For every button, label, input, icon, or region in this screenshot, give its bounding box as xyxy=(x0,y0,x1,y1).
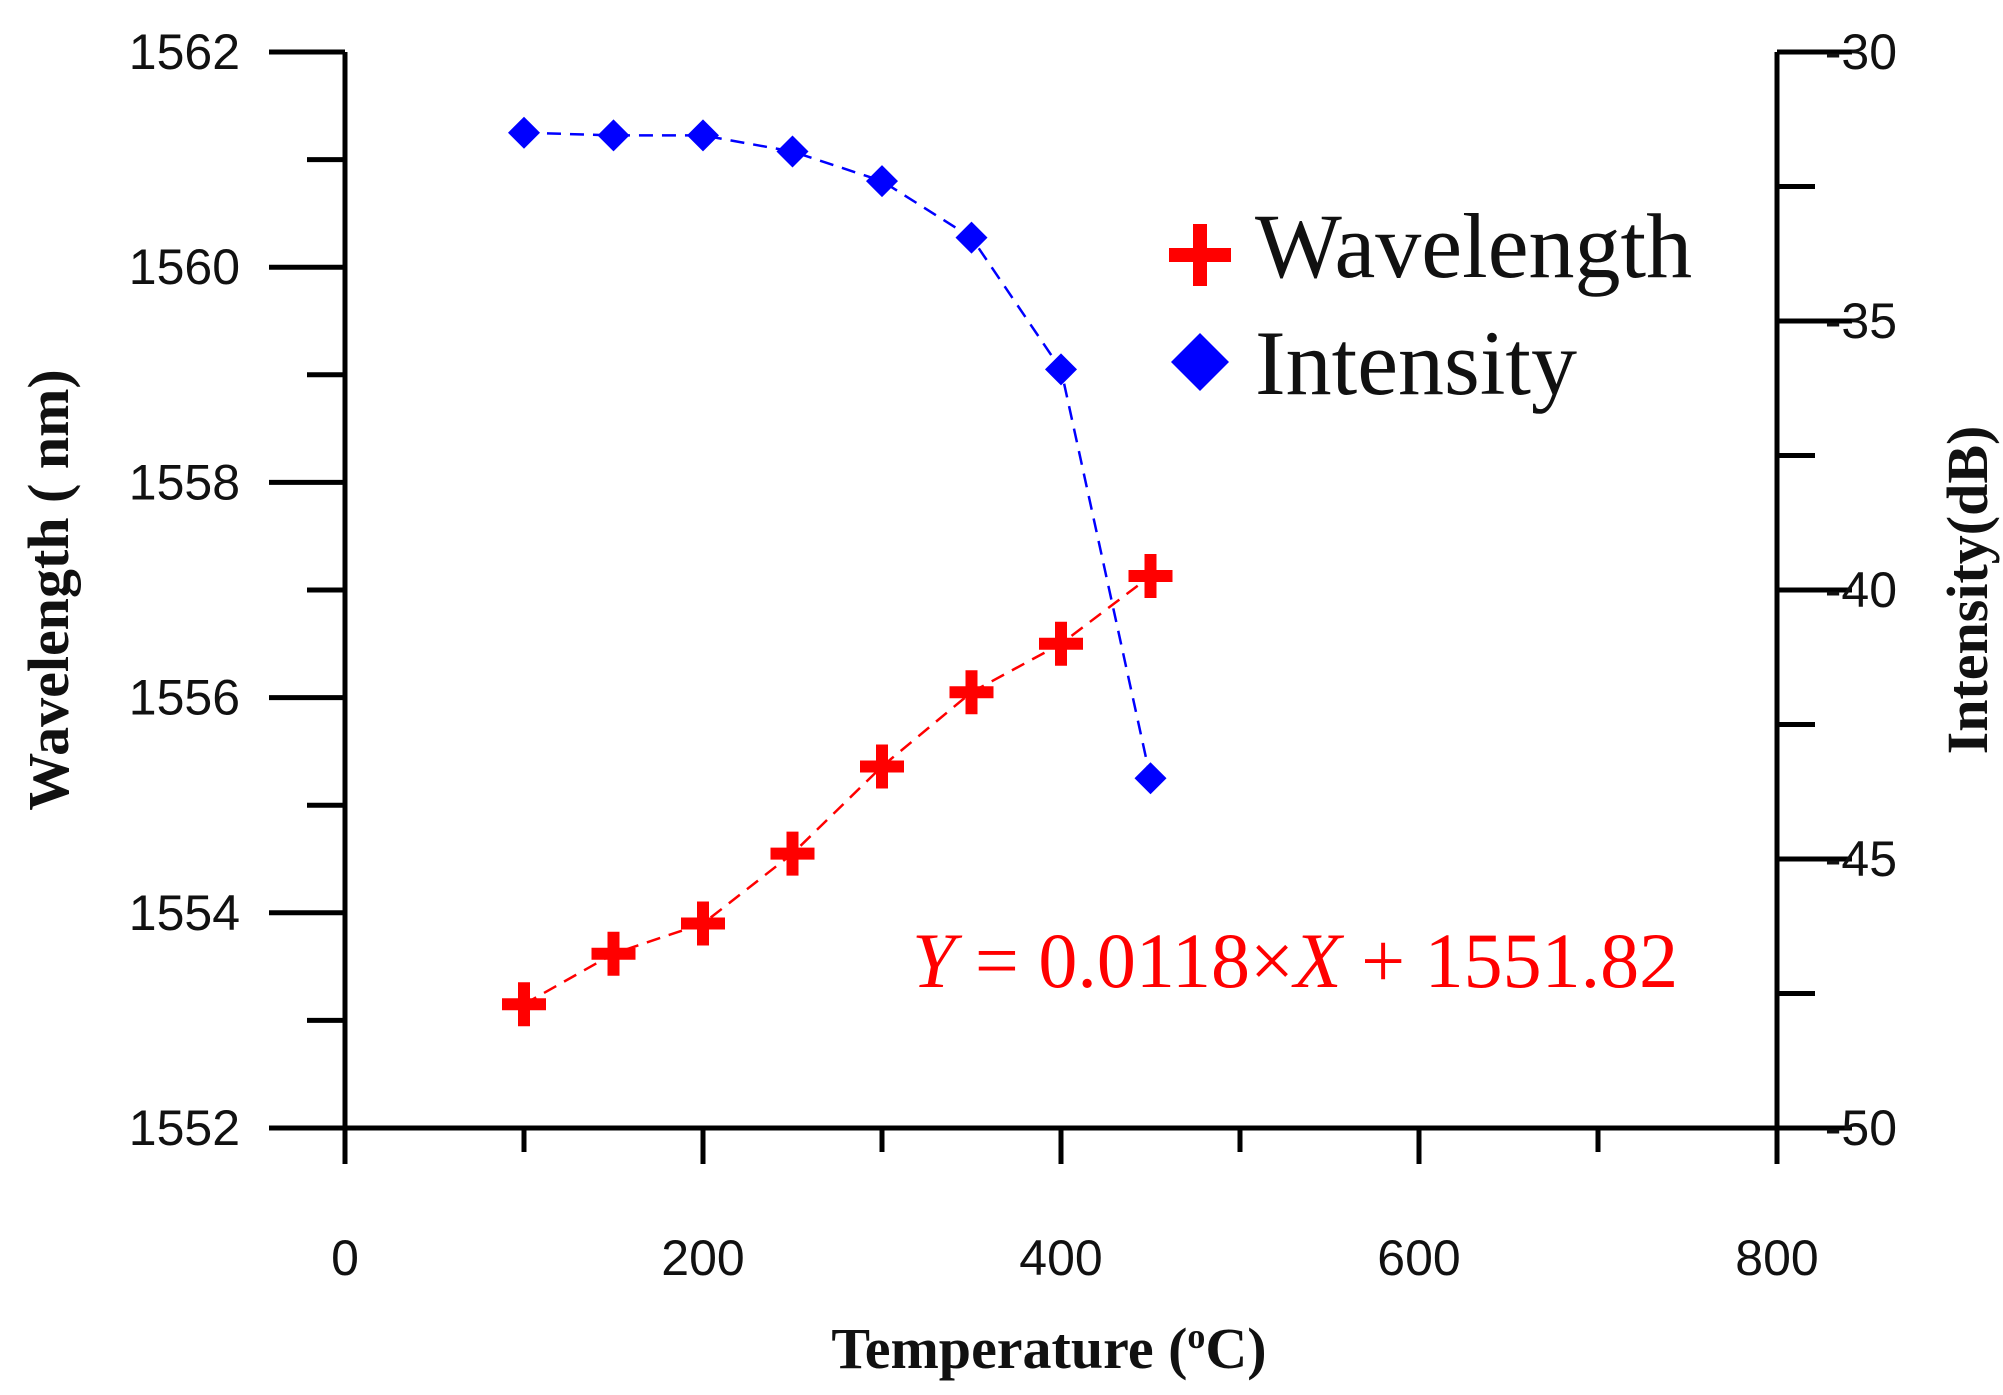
y-axis-title: Wavelength ( nm) xyxy=(16,369,81,810)
wavelength-data-point xyxy=(502,982,546,1027)
legend-wavelength-label: Wavelength xyxy=(1255,195,1692,297)
wavelength-data-point xyxy=(949,670,994,715)
intensity-data-point xyxy=(687,119,719,152)
equation-intercept: + 1551.82 xyxy=(1342,917,1679,1004)
x-axis-title-main: Temperature ( xyxy=(831,1316,1187,1381)
x-tick-label: 400 xyxy=(1019,1230,1102,1286)
x-tick-label: 800 xyxy=(1735,1230,1818,1286)
equation-coefficient: = 0.0118× xyxy=(955,917,1294,1004)
x-axis-title-superscript: o xyxy=(1187,1316,1205,1356)
intensity-data-point xyxy=(1134,762,1167,795)
y2-tick-label: -45 xyxy=(1825,831,1897,887)
intensity-data-point xyxy=(508,116,540,149)
y-tick-label: 1558 xyxy=(129,454,240,510)
legend-intensity-marker xyxy=(1171,333,1229,391)
legend-wavelength-marker xyxy=(1169,224,1231,286)
equation-x-var: X xyxy=(1291,917,1345,1004)
wavelength-data-point xyxy=(860,744,904,789)
legend-intensity-label: Intensity xyxy=(1255,312,1577,414)
intensity-data-point xyxy=(597,119,630,152)
fit-equation: Y = 0.0118×X + 1551.82 xyxy=(912,917,1678,1004)
y-tick-label: 1556 xyxy=(129,670,240,726)
y2-tick-label: -35 xyxy=(1825,293,1897,349)
y2-tick-label: -30 xyxy=(1825,24,1897,80)
intensity-data-point xyxy=(1045,353,1077,386)
intensity-data-point xyxy=(866,165,898,198)
y-tick-label: 1562 xyxy=(129,24,240,80)
wavelength-data-point xyxy=(1128,554,1173,599)
y2-tick-label: -40 xyxy=(1825,562,1897,618)
equation-y-var: Y xyxy=(912,917,963,1004)
y-tick-label: 1552 xyxy=(129,1100,240,1156)
x-tick-label: 0 xyxy=(331,1230,359,1286)
y-tick-label: 1560 xyxy=(129,239,240,295)
axes: 0 200 400 600 800 1552 1554 1556 1558 1560 1562 -50… xyxy=(129,24,1897,1286)
intensity-data-point xyxy=(776,135,809,168)
intensity-data-point xyxy=(955,221,988,254)
intensity-dashed-line xyxy=(523,131,1152,779)
x-tick-label: 200 xyxy=(661,1230,744,1286)
x-axis-title-unit: C) xyxy=(1205,1316,1266,1381)
wavelength-data-point xyxy=(681,901,725,946)
y2-tick-label: -50 xyxy=(1825,1100,1897,1156)
wavelength-data-point xyxy=(770,831,815,876)
y2-axis-title: Intensity(dB) xyxy=(1935,426,2000,755)
wavelength-data-point xyxy=(591,931,636,976)
legend-entry-wavelength: Wavelength xyxy=(1169,195,1692,297)
wavelength-data-point xyxy=(1039,621,1083,666)
y-tick-label: 1554 xyxy=(129,885,240,941)
legend-entry-intensity: Intensity xyxy=(1171,312,1577,414)
legend: Wavelength Intensity xyxy=(1169,195,1692,414)
x-axis-title: Temperature (oC) xyxy=(831,1316,1266,1381)
x-tick-label: 600 xyxy=(1377,1230,1460,1286)
series-layer xyxy=(502,116,1173,1027)
